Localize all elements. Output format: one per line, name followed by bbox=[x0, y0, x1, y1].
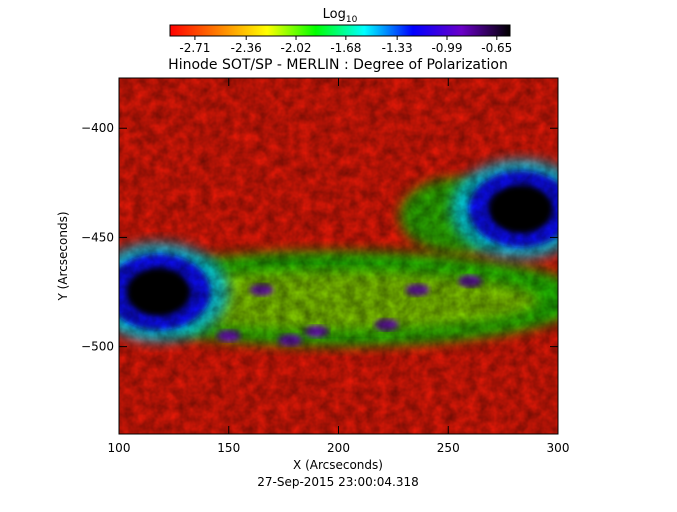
x-tick-label: 200 bbox=[327, 441, 350, 455]
timestamp: 27-Sep-2015 23:00:04.318 bbox=[257, 475, 419, 489]
colorbar-tick-label: -0.65 bbox=[481, 41, 512, 55]
x-tick-label: 150 bbox=[217, 441, 240, 455]
chart-title: Hinode SOT/SP - MERLIN : Degree of Polar… bbox=[168, 57, 508, 73]
colorbar-strip bbox=[169, 24, 511, 37]
colorbar: Log10 -2.71 -2.36 -2.02 -1.68 -1.33 -0.99 -0.6… bbox=[169, 7, 512, 55]
x-axis-label: X (Arcseconds) bbox=[293, 458, 383, 472]
y-tick-label: −450 bbox=[81, 230, 114, 244]
polarization-map bbox=[119, 78, 558, 434]
colorbar-tick-label: -0.99 bbox=[431, 41, 462, 55]
x-axis: 100 150 200 250 300 bbox=[108, 78, 570, 455]
y-axis: −400 −450 −500 bbox=[81, 121, 558, 354]
y-tick-label: −500 bbox=[81, 340, 114, 354]
colorbar-tick-label: -2.71 bbox=[179, 41, 210, 55]
x-tick-label: 100 bbox=[108, 441, 131, 455]
x-tick-label: 300 bbox=[547, 441, 570, 455]
x-tick-label: 250 bbox=[437, 441, 460, 455]
colorbar-tick-label: -1.68 bbox=[330, 41, 361, 55]
y-tick-label: −400 bbox=[81, 121, 114, 135]
colorbar-tick-label: -2.36 bbox=[231, 41, 262, 55]
colorbar-ticks: -2.71 -2.36 -2.02 -1.68 -1.33 -0.99 -0.65 bbox=[179, 36, 512, 55]
y-axis-label: Y (Arcseconds) bbox=[56, 211, 70, 301]
colorbar-title: Log10 bbox=[323, 7, 358, 25]
colorbar-tick-label: -1.33 bbox=[382, 41, 413, 55]
colorbar-tick-label: -2.02 bbox=[281, 41, 312, 55]
